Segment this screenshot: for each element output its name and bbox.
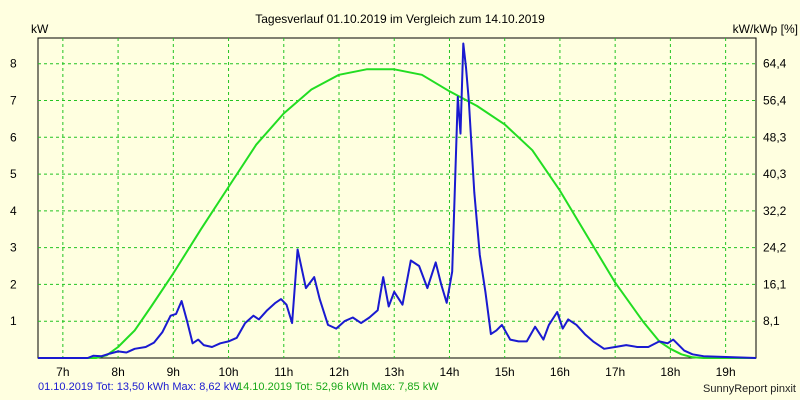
y-tick-label-left: 4 (10, 204, 17, 218)
y-tick-label-right: 64,4 (763, 57, 787, 71)
y-tick-label-left: 8 (10, 57, 17, 71)
x-tick-label: 12h (329, 365, 349, 379)
x-tick-label: 11h (274, 365, 293, 379)
plot-area (37, 37, 757, 359)
y-tick-label-right: 56,4 (763, 94, 787, 108)
y-axis-right-label: kW/kWp [%] (733, 22, 798, 36)
y-tick-label-right: 32,2 (763, 204, 787, 218)
x-tick-label: 16h (550, 365, 570, 379)
y-tick-label-left: 6 (10, 130, 17, 144)
x-tick-label: 15h (495, 365, 515, 379)
x-tick-label: 10h (219, 365, 239, 379)
chart-title: Tagesverlauf 01.10.2019 im Vergleich zum… (255, 12, 545, 26)
x-tick-label: 19h (716, 365, 736, 379)
x-tick-label: 8h (111, 365, 124, 379)
y-tick-label-right: 16,1 (763, 277, 787, 291)
x-tick-label: 17h (605, 365, 625, 379)
y-tick-label-left: 3 (10, 241, 17, 255)
x-tick-label: 9h (167, 365, 180, 379)
y-tick-label-right: 8,1 (763, 314, 780, 328)
series-layer (38, 42, 757, 359)
x-tick-label: 18h (660, 365, 680, 379)
x-tick-label: 13h (384, 365, 404, 379)
x-tick-label: 7h (56, 365, 69, 379)
y-tick-label-right: 24,2 (763, 241, 787, 255)
footer-credit: SunnyReport pinxit (703, 383, 796, 395)
y-axis-left-label: kW (31, 22, 49, 36)
y-tick-label-right: 48,3 (763, 130, 787, 144)
x-tick-label: 14h (439, 365, 459, 379)
y-tick-label-left: 2 (10, 277, 17, 291)
footer-series-a: 01.10.2019 Tot: 13,50 kWh Max: 8,62 kW (38, 381, 240, 393)
grid-layer (38, 38, 756, 358)
series-line-01-10-2019 (38, 42, 757, 359)
y-tick-label-right: 40,3 (763, 167, 787, 181)
tick-layer: 7h 8h 9h 10h 11h 12h 13h 14h 15h 16h 17h 18h 19h 1 2 3 4… (10, 57, 787, 379)
y-tick-label-left: 1 (10, 314, 17, 328)
y-tick-label-left: 7 (10, 94, 17, 108)
footer-series-b: 14.10.2019 Tot: 52,96 kWh Max: 7,85 kW (237, 381, 439, 393)
y-tick-label-left: 5 (10, 167, 17, 181)
